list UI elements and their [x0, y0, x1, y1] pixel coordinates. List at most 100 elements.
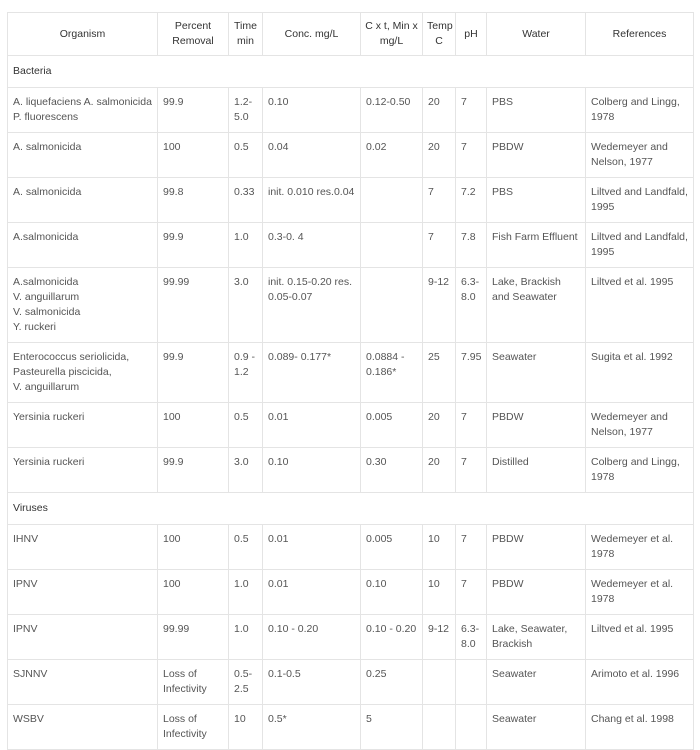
cell-references: Colberg and Lingg, 1978 — [585, 447, 694, 493]
cell-references: Colberg and Lingg, 1978 — [585, 87, 694, 133]
header-water: Water — [486, 12, 586, 56]
cell-temp: 20 — [422, 132, 456, 178]
header-organism: Organism — [7, 12, 158, 56]
cell-ph — [455, 659, 487, 705]
cell-cxt — [360, 177, 423, 223]
cell-time: 0.5 — [228, 132, 263, 178]
cell-organism: A.salmonicida V. anguillarum V. salmonic… — [7, 267, 158, 343]
section-row: Viruses — [7, 492, 694, 525]
cell-references: Arimoto et al. 1996 — [585, 659, 694, 705]
cell-cxt: 0.25 — [360, 659, 423, 705]
cell-temp: 9-12 — [422, 267, 456, 343]
cell-concentration: 0.5* — [262, 704, 361, 750]
table-row: A.salmonicida 99.9 1.0 0.3-0. 4 7 7.8 Fish Far… — [7, 222, 694, 268]
cell-time: 0.33 — [228, 177, 263, 223]
cell-references: Wedemeyer et al. 1978 — [585, 569, 694, 615]
cell-ph: 7 — [455, 87, 487, 133]
cell-water: PBDW — [486, 524, 586, 570]
cell-time: 1.0 — [228, 569, 263, 615]
header-ph: pH — [455, 12, 487, 56]
cell-water: PBS — [486, 177, 586, 223]
cell-percent-removal: 99.9 — [157, 342, 229, 403]
cell-percent-removal: Loss of Infectivity — [157, 659, 229, 705]
header-concentration: Conc. mg/L — [262, 12, 361, 56]
cell-time: 10 — [228, 704, 263, 750]
cell-percent-removal: 99.99 — [157, 267, 229, 343]
cell-references: Liltved et al. 1995 — [585, 614, 694, 660]
cell-organism: Yersinia ruckeri — [7, 402, 158, 448]
cell-concentration: init. 0.15-0.20 res. 0.05-0.07 — [262, 267, 361, 343]
header-time: Time min — [228, 12, 263, 56]
cell-organism: IPNV — [7, 614, 158, 660]
cell-ph: 7 — [455, 402, 487, 448]
cell-cxt: 0.0884 - 0.186* — [360, 342, 423, 403]
cell-ph: 7.95 — [455, 342, 487, 403]
cell-concentration: 0.04 — [262, 132, 361, 178]
cell-organism: SJNNV — [7, 659, 158, 705]
cell-concentration: 0.3-0. 4 — [262, 222, 361, 268]
cell-water: Distilled — [486, 447, 586, 493]
cell-temp: 10 — [422, 524, 456, 570]
table-row: Yersinia ruckeri 100 0.5 0.01 0.005 20 7 PBDW We… — [7, 402, 694, 448]
cell-percent-removal: 99.9 — [157, 447, 229, 493]
cell-time: 0.5-2.5 — [228, 659, 263, 705]
cell-percent-removal: 100 — [157, 132, 229, 178]
cell-percent-removal: 99.8 — [157, 177, 229, 223]
cell-concentration: 0.01 — [262, 402, 361, 448]
cell-temp: 9-12 — [422, 614, 456, 660]
table-row: Enterococcus seriolicida, Pasteurella pi… — [7, 342, 694, 403]
cell-percent-removal: 100 — [157, 524, 229, 570]
cell-time: 3.0 — [228, 267, 263, 343]
header-row: Organism Percent Removal Time min Conc. mg/… — [7, 12, 694, 56]
table-row: A.salmonicida V. anguillarum V. salmonic… — [7, 267, 694, 343]
table-row: IPNV 99.99 1.0 0.10 - 0.20 0.10 - 0.20 9-12 6.… — [7, 614, 694, 660]
cell-ph: 6.3-8.0 — [455, 267, 487, 343]
cell-temp: 20 — [422, 447, 456, 493]
header-percent-removal: Percent Removal — [157, 12, 229, 56]
cell-cxt: 0.005 — [360, 524, 423, 570]
cell-organism: Enterococcus seriolicida, Pasteurella pi… — [7, 342, 158, 403]
cell-temp — [422, 659, 456, 705]
cell-concentration: init. 0.010 res.0.04 — [262, 177, 361, 223]
cell-references: Wedemeyer and Nelson, 1977 — [585, 402, 694, 448]
cell-cxt: 0.005 — [360, 402, 423, 448]
cell-references: Liltved and Landfald, 1995 — [585, 177, 694, 223]
cell-organism: A. liquefaciens A. salmonicida P. fluore… — [7, 87, 158, 133]
cell-water: PBS — [486, 87, 586, 133]
cell-time: 1.0 — [228, 222, 263, 268]
table-row: A. liquefaciens A. salmonicida P. fluore… — [7, 87, 694, 133]
cell-concentration: 0.01 — [262, 524, 361, 570]
table-row: Yersinia ruckeri 99.9 3.0 0.10 0.30 20 7 Distil… — [7, 447, 694, 493]
cell-cxt: 5 — [360, 704, 423, 750]
cell-references: Wedemeyer et al. 1978 — [585, 524, 694, 570]
cell-water: Seawater — [486, 342, 586, 403]
cell-temp: 10 — [422, 569, 456, 615]
table-row: SJNNV Loss of Infectivity 0.5-2.5 0.1-0.5 0.… — [7, 659, 694, 705]
cell-organism: A. salmonicida — [7, 132, 158, 178]
cell-cxt: 0.10 — [360, 569, 423, 615]
cell-percent-removal: 100 — [157, 569, 229, 615]
table-row: IPNV 100 1.0 0.01 0.10 10 7 PBDW Wedemeyer et al… — [7, 569, 694, 615]
cell-references: Liltved and Landfald, 1995 — [585, 222, 694, 268]
cell-water: Lake, Seawater, Brackish — [486, 614, 586, 660]
cell-cxt: 0.10 - 0.20 — [360, 614, 423, 660]
cell-ph: 7 — [455, 569, 487, 615]
table-row: IHNV 100 0.5 0.01 0.005 10 7 PBDW Wedemeyer et a… — [7, 524, 694, 570]
cell-time: 1.0 — [228, 614, 263, 660]
cell-time: 0.5 — [228, 524, 263, 570]
cell-ph: 7 — [455, 447, 487, 493]
header-temp: Temp C — [422, 12, 456, 56]
cell-cxt: 0.30 — [360, 447, 423, 493]
cell-organism: A. salmonicida — [7, 177, 158, 223]
section-row: Bacteria — [7, 55, 694, 88]
cell-time: 3.0 — [228, 447, 263, 493]
cell-references: Liltved et al. 1995 — [585, 267, 694, 343]
cell-concentration: 0.01 — [262, 569, 361, 615]
cell-ph: 7 — [455, 132, 487, 178]
cell-concentration: 0.1-0.5 — [262, 659, 361, 705]
cell-ph: 7.2 — [455, 177, 487, 223]
cell-ph: 7.8 — [455, 222, 487, 268]
cell-percent-removal: 99.9 — [157, 87, 229, 133]
cell-temp: 25 — [422, 342, 456, 403]
cell-water: Seawater — [486, 704, 586, 750]
